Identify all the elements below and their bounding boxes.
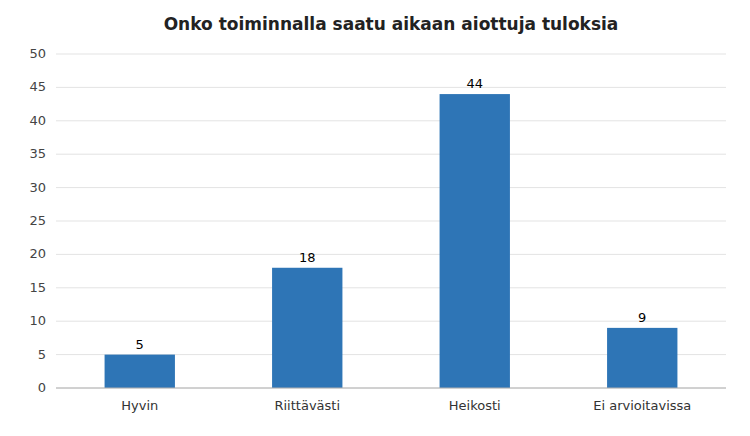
x-tick-label: Hyvin: [121, 398, 158, 413]
y-tick-label: 0: [38, 380, 46, 395]
grid-line: [56, 187, 726, 188]
x-axis-line: [56, 388, 726, 389]
y-tick-label: 45: [29, 79, 46, 94]
y-tick-label: 35: [29, 146, 46, 161]
y-tick-label: 50: [29, 46, 46, 61]
bars: [105, 94, 678, 388]
grid-line: [56, 254, 726, 255]
grid-line: [56, 154, 726, 155]
x-tick-label: Riittävästi: [274, 398, 340, 413]
data-labels: 5 18 44 9: [136, 76, 647, 352]
x-axis: Hyvin Riittävästi Heikosti Ei arvioitavissa: [121, 398, 691, 413]
data-label: 18: [299, 250, 316, 265]
grid-line: [56, 388, 726, 389]
grid-line: [56, 87, 726, 88]
grid-line: [56, 221, 726, 222]
y-tick-label: 25: [29, 213, 46, 228]
chart: Onko toiminnalla saatu aikaan aiottuja t…: [0, 0, 750, 436]
data-label: 44: [466, 76, 483, 91]
bar: [272, 268, 342, 388]
grid-line: [56, 120, 726, 121]
y-tick-label: 15: [29, 280, 46, 295]
x-tick-label: Ei arvioitavissa: [593, 398, 691, 413]
y-tick-label: 40: [29, 113, 46, 128]
y-tick-label: 5: [38, 347, 46, 362]
x-tick-label: Heikosti: [449, 398, 501, 413]
grid-line: [56, 321, 726, 322]
grid-line: [56, 54, 726, 55]
y-axis: 0 5 10 15 20 25 30 35 40 45 50: [29, 46, 726, 395]
chart-container: Onko toiminnalla saatu aikaan aiottuja t…: [0, 0, 750, 436]
title: Onko toiminnalla saatu aikaan aiottuja t…: [164, 14, 619, 34]
y-tick-label: 10: [29, 313, 46, 328]
y-tick-label: 30: [29, 180, 46, 195]
data-label: 9: [638, 310, 646, 325]
y-tick-label: 20: [29, 246, 46, 261]
data-label: 5: [136, 337, 144, 352]
bar: [607, 328, 677, 388]
grid-line: [56, 287, 726, 288]
bar: [105, 355, 175, 388]
bar: [440, 94, 510, 388]
